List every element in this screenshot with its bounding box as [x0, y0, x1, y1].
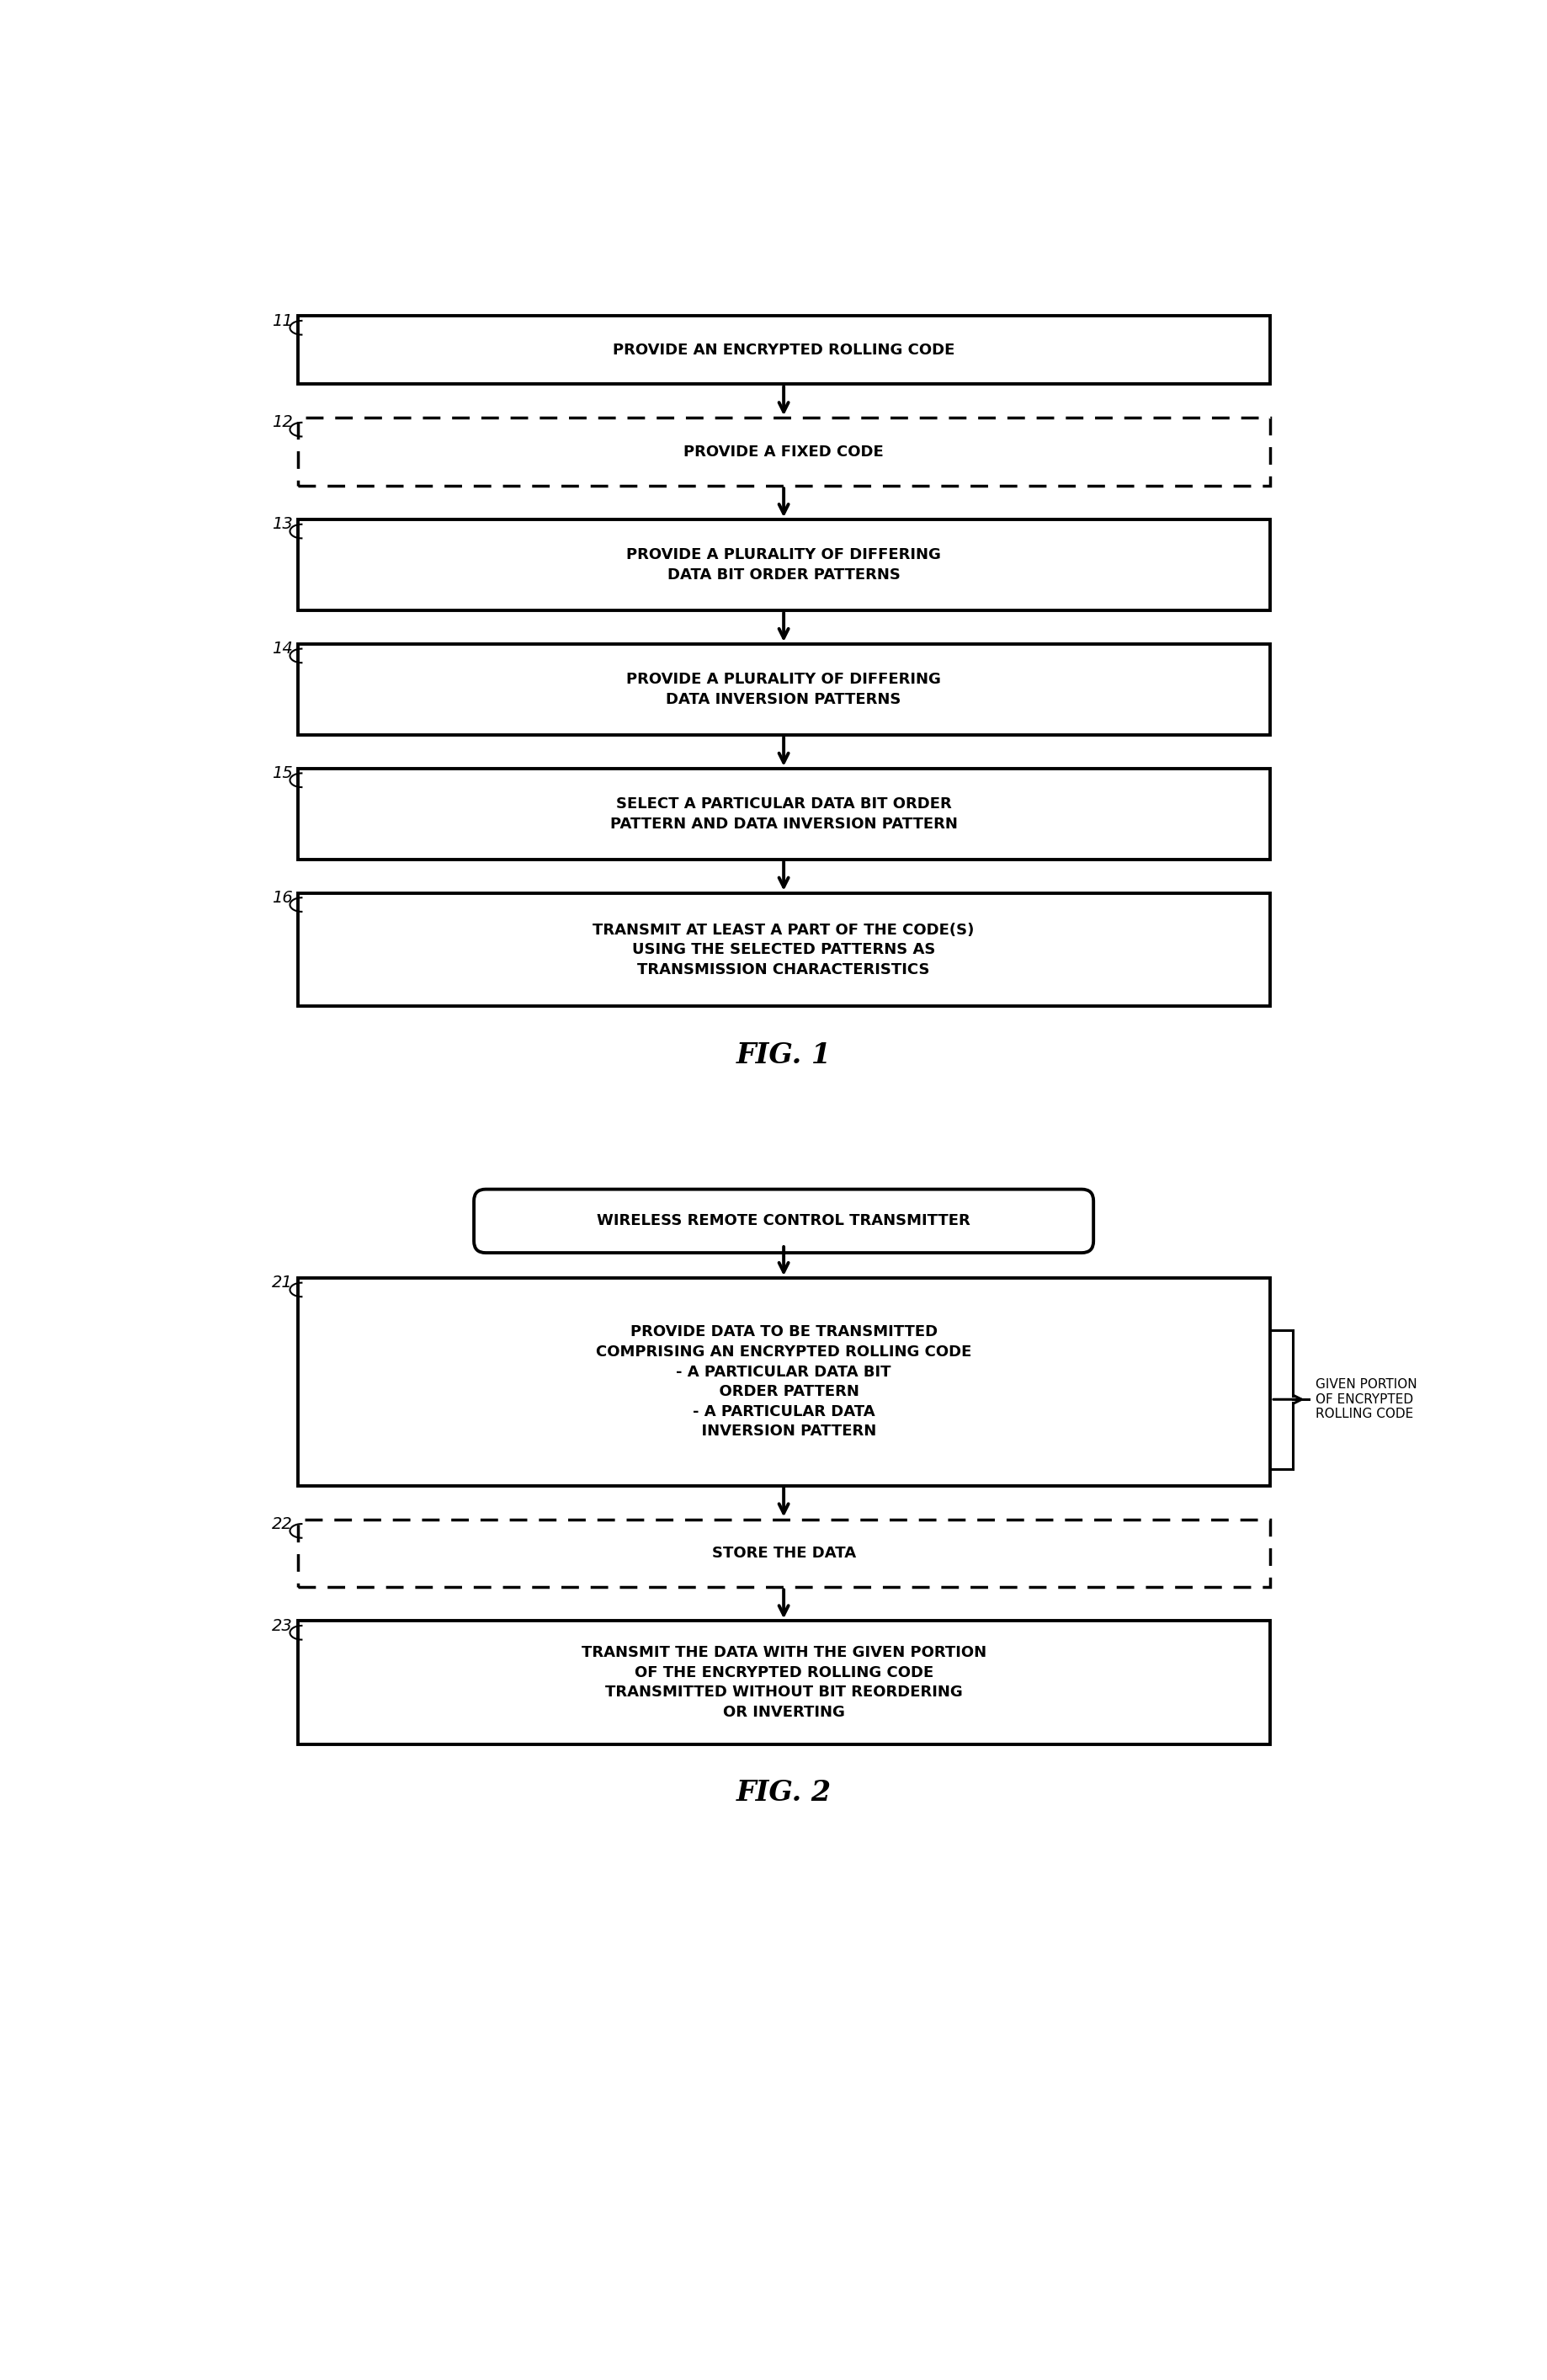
Text: PROVIDE A PLURALITY OF DIFFERING
DATA INVERSION PATTERNS: PROVIDE A PLURALITY OF DIFFERING DATA IN… — [627, 671, 941, 707]
Text: 23: 23 — [272, 1618, 292, 1633]
Text: 15: 15 — [272, 766, 292, 781]
Text: 12: 12 — [272, 414, 292, 431]
FancyBboxPatch shape — [297, 317, 1270, 383]
Text: 21: 21 — [272, 1276, 292, 1290]
FancyBboxPatch shape — [297, 1518, 1270, 1587]
Text: STORE THE DATA: STORE THE DATA — [712, 1545, 855, 1561]
Text: PROVIDE AN ENCRYPTED ROLLING CODE: PROVIDE AN ENCRYPTED ROLLING CODE — [613, 343, 954, 357]
Text: 16: 16 — [272, 890, 292, 907]
Text: FIG. 2: FIG. 2 — [736, 1778, 831, 1806]
Text: WIRELESS REMOTE CONTROL TRANSMITTER: WIRELESS REMOTE CONTROL TRANSMITTER — [597, 1214, 970, 1228]
Text: 13: 13 — [272, 516, 292, 533]
Text: 14: 14 — [272, 640, 292, 657]
FancyBboxPatch shape — [297, 1621, 1270, 1745]
FancyBboxPatch shape — [297, 769, 1270, 859]
Text: GIVEN PORTION
OF ENCRYPTED
ROLLING CODE: GIVEN PORTION OF ENCRYPTED ROLLING CODE — [1315, 1378, 1417, 1421]
Text: PROVIDE DATA TO BE TRANSMITTED
COMPRISING AN ENCRYPTED ROLLING CODE
- A PARTICUL: PROVIDE DATA TO BE TRANSMITTED COMPRISIN… — [596, 1326, 972, 1440]
FancyBboxPatch shape — [297, 645, 1270, 735]
FancyBboxPatch shape — [297, 519, 1270, 609]
Text: TRANSMIT AT LEAST A PART OF THE CODE(S)
USING THE SELECTED PATTERNS AS
TRANSMISS: TRANSMIT AT LEAST A PART OF THE CODE(S) … — [593, 923, 975, 978]
FancyBboxPatch shape — [297, 892, 1270, 1007]
FancyBboxPatch shape — [297, 1278, 1270, 1485]
FancyBboxPatch shape — [297, 419, 1270, 486]
Text: FIG. 1: FIG. 1 — [736, 1040, 831, 1069]
Text: 22: 22 — [272, 1516, 292, 1533]
Text: PROVIDE A PLURALITY OF DIFFERING
DATA BIT ORDER PATTERNS: PROVIDE A PLURALITY OF DIFFERING DATA BI… — [627, 547, 941, 583]
FancyBboxPatch shape — [473, 1190, 1094, 1252]
Text: SELECT A PARTICULAR DATA BIT ORDER
PATTERN AND DATA INVERSION PATTERN: SELECT A PARTICULAR DATA BIT ORDER PATTE… — [610, 797, 958, 831]
Text: PROVIDE A FIXED CODE: PROVIDE A FIXED CODE — [684, 445, 883, 459]
Text: TRANSMIT THE DATA WITH THE GIVEN PORTION
OF THE ENCRYPTED ROLLING CODE
TRANSMITT: TRANSMIT THE DATA WITH THE GIVEN PORTION… — [582, 1645, 985, 1721]
Text: 11: 11 — [272, 312, 292, 328]
